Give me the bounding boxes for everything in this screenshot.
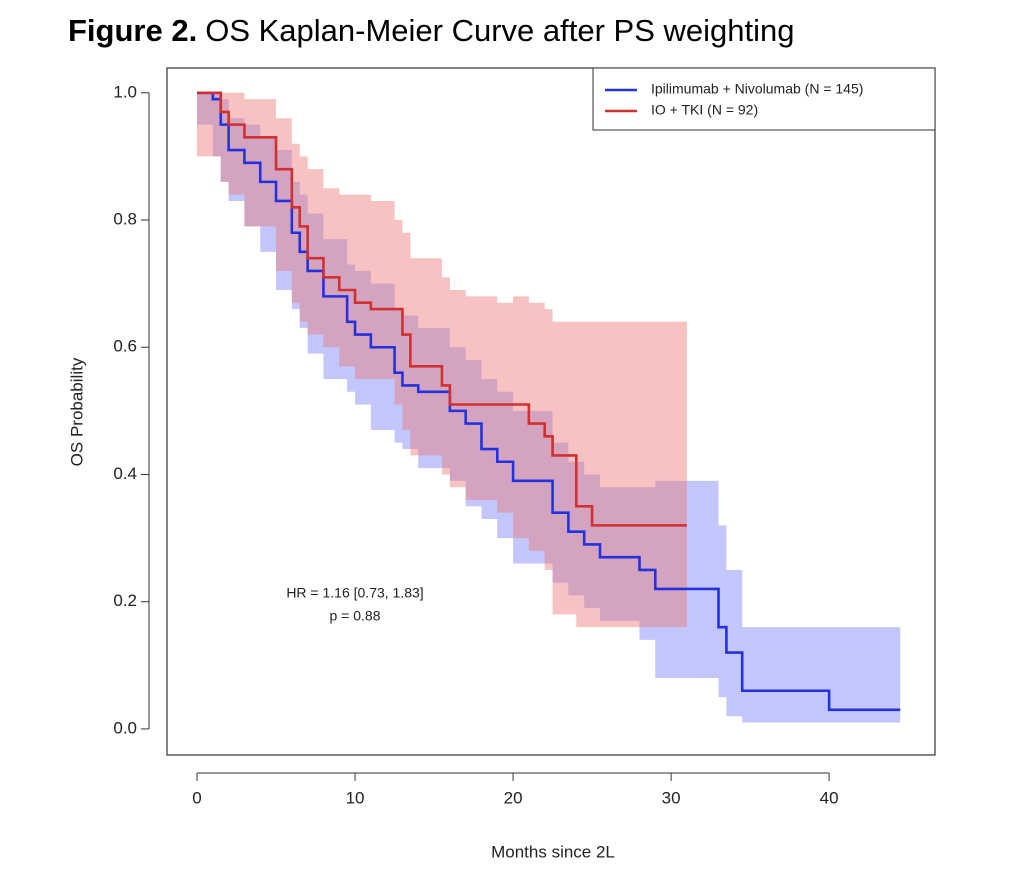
y-tick-label: 0.4 bbox=[113, 464, 137, 483]
title-text: OS Kaplan-Meier Curve after PS weighting bbox=[205, 13, 794, 48]
annotation: HR = 1.16 [0.73, 1.83] bbox=[286, 585, 423, 601]
y-tick-label: 0.8 bbox=[113, 210, 137, 229]
x-axis-label: Months since 2L bbox=[491, 842, 615, 861]
legend-box bbox=[592, 67, 936, 131]
legend-label: IO + TKI (N = 92) bbox=[651, 102, 758, 118]
survival-curve bbox=[197, 91, 901, 712]
y-tick-label: 1.0 bbox=[113, 82, 137, 101]
annotation: p = 0.88 bbox=[330, 608, 381, 624]
survival-curve bbox=[197, 91, 687, 527]
x-tick-label: 0 bbox=[192, 788, 201, 807]
y-tick-label: 0.6 bbox=[113, 337, 137, 356]
x-tick-label: 30 bbox=[662, 788, 681, 807]
title-label: Figure 2. bbox=[68, 13, 197, 48]
y-axis-label: OS Probability bbox=[67, 357, 86, 466]
x-tick-label: 40 bbox=[820, 788, 839, 807]
x-tick-label: 20 bbox=[504, 788, 523, 807]
confidence-band bbox=[197, 92, 901, 723]
y-tick-label: 0.0 bbox=[113, 718, 137, 737]
y-tick-label: 0.2 bbox=[113, 591, 137, 610]
chart-title: Figure 2. OS Kaplan-Meier Curve after PS … bbox=[68, 13, 794, 48]
plot-frame bbox=[166, 67, 936, 756]
legend-label: Ipilimumab + Nivolumab (N = 145) bbox=[651, 81, 863, 97]
confidence-band bbox=[197, 92, 687, 628]
x-tick-label: 10 bbox=[346, 788, 365, 807]
